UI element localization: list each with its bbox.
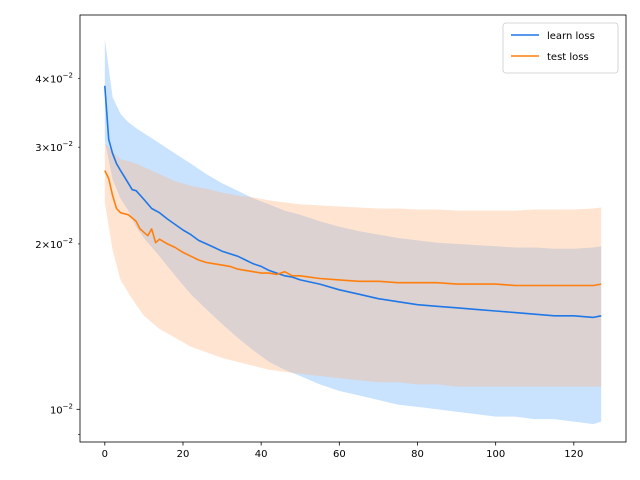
y-tick-label: 10−2 xyxy=(50,402,73,416)
x-tick-label: 20 xyxy=(177,449,190,460)
x-tick-label: 60 xyxy=(333,449,346,460)
y-tick-label: 2×10−2 xyxy=(35,237,73,251)
test-loss-line xyxy=(104,170,602,287)
x-axis: 0 20 40 60 80 100 120 xyxy=(102,442,583,460)
y-axis: 10−2 2×10−2 3×10−2 4×10−2 xyxy=(35,72,80,435)
x-tick-label: 120 xyxy=(564,449,583,460)
x-tick-label: 100 xyxy=(486,449,505,460)
series-lines xyxy=(104,85,602,319)
y-tick-label: 3×10−2 xyxy=(35,140,73,154)
legend-label: test loss xyxy=(547,52,589,63)
x-tick-label: 40 xyxy=(255,449,268,460)
test-loss-band xyxy=(104,143,602,387)
axes-frame xyxy=(79,14,627,443)
x-tick-label: 0 xyxy=(102,449,108,460)
learn-loss-band xyxy=(104,39,602,425)
legend-label: learn loss xyxy=(547,31,595,42)
x-tick-label: 80 xyxy=(411,449,424,460)
legend: learn loss test loss xyxy=(502,22,619,74)
confidence-bands xyxy=(104,39,602,425)
learn-loss-line xyxy=(104,85,602,319)
y-tick-label: 4×10−2 xyxy=(35,72,73,86)
